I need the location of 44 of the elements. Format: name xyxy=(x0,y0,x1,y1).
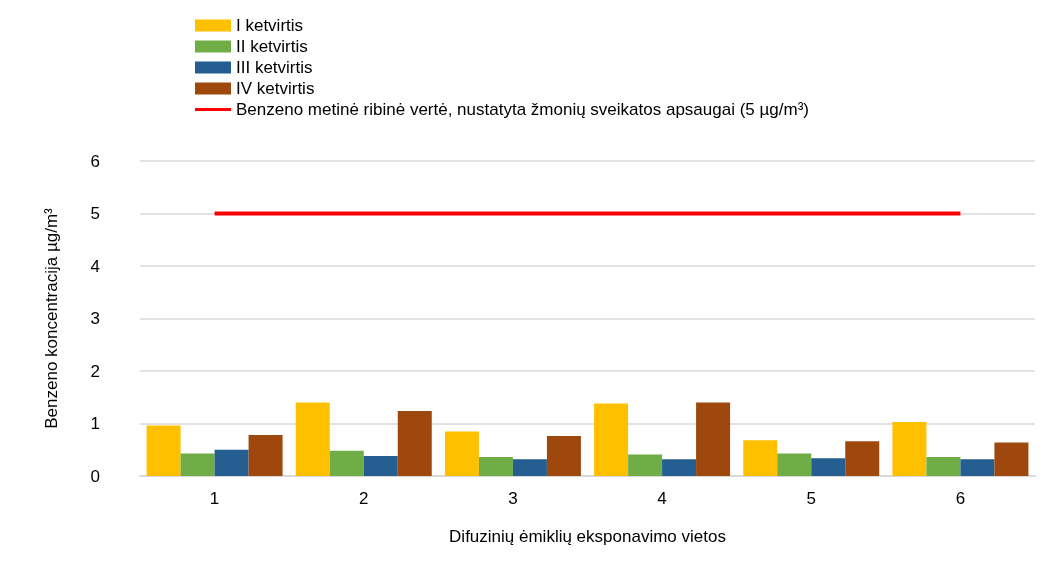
x-tick-label: 1 xyxy=(209,489,220,508)
x-axis-title: Difuzinių ėmiklių eksponavimo vietos xyxy=(449,527,726,546)
legend-label: II ketvirtis xyxy=(236,37,308,56)
y-tick-label: 5 xyxy=(90,204,100,223)
bar xyxy=(397,410,432,476)
bar xyxy=(248,435,283,476)
legend-label: III ketvirtis xyxy=(236,58,313,77)
y-tick-label: 0 xyxy=(90,466,100,486)
bar xyxy=(512,459,547,476)
bar xyxy=(926,457,961,476)
bar xyxy=(363,456,398,476)
bar xyxy=(696,402,731,476)
legend-label: Benzeno metinė ribinė vertė, nustatyta žmonių sveikatos apsaugai (5 µg/m³) xyxy=(236,100,809,119)
bar xyxy=(478,457,513,476)
bar xyxy=(180,453,215,476)
bar xyxy=(662,459,697,476)
bar xyxy=(546,436,581,476)
bar xyxy=(214,449,249,476)
y-tick-label: 2 xyxy=(90,361,100,381)
x-tick-label: 3 xyxy=(508,489,518,508)
bar xyxy=(845,441,880,476)
bar xyxy=(628,454,663,476)
x-tick-label: 6 xyxy=(955,489,966,508)
bar xyxy=(743,440,778,476)
bar xyxy=(811,458,846,476)
y-tick-label: 6 xyxy=(90,151,100,171)
bar xyxy=(594,403,629,476)
bar xyxy=(777,453,812,476)
bar xyxy=(892,421,927,476)
x-tick-label: 4 xyxy=(657,489,667,508)
bar xyxy=(329,450,364,476)
bar xyxy=(295,402,330,476)
y-tick-label: 3 xyxy=(90,309,100,328)
x-tick-label: 2 xyxy=(359,489,369,508)
legend-label: IV ketvirtis xyxy=(236,79,315,98)
bar xyxy=(994,442,1029,476)
bar xyxy=(960,459,995,476)
y-tick-label: 1 xyxy=(90,414,100,433)
legend-label: I ketvirtis xyxy=(236,16,304,35)
y-tick-label: 4 xyxy=(90,256,100,276)
bar xyxy=(444,431,479,476)
bar xyxy=(146,425,181,476)
x-tick-label: 5 xyxy=(806,489,816,508)
y-axis-title: Benzeno koncentracija µg/m³ xyxy=(42,207,61,429)
